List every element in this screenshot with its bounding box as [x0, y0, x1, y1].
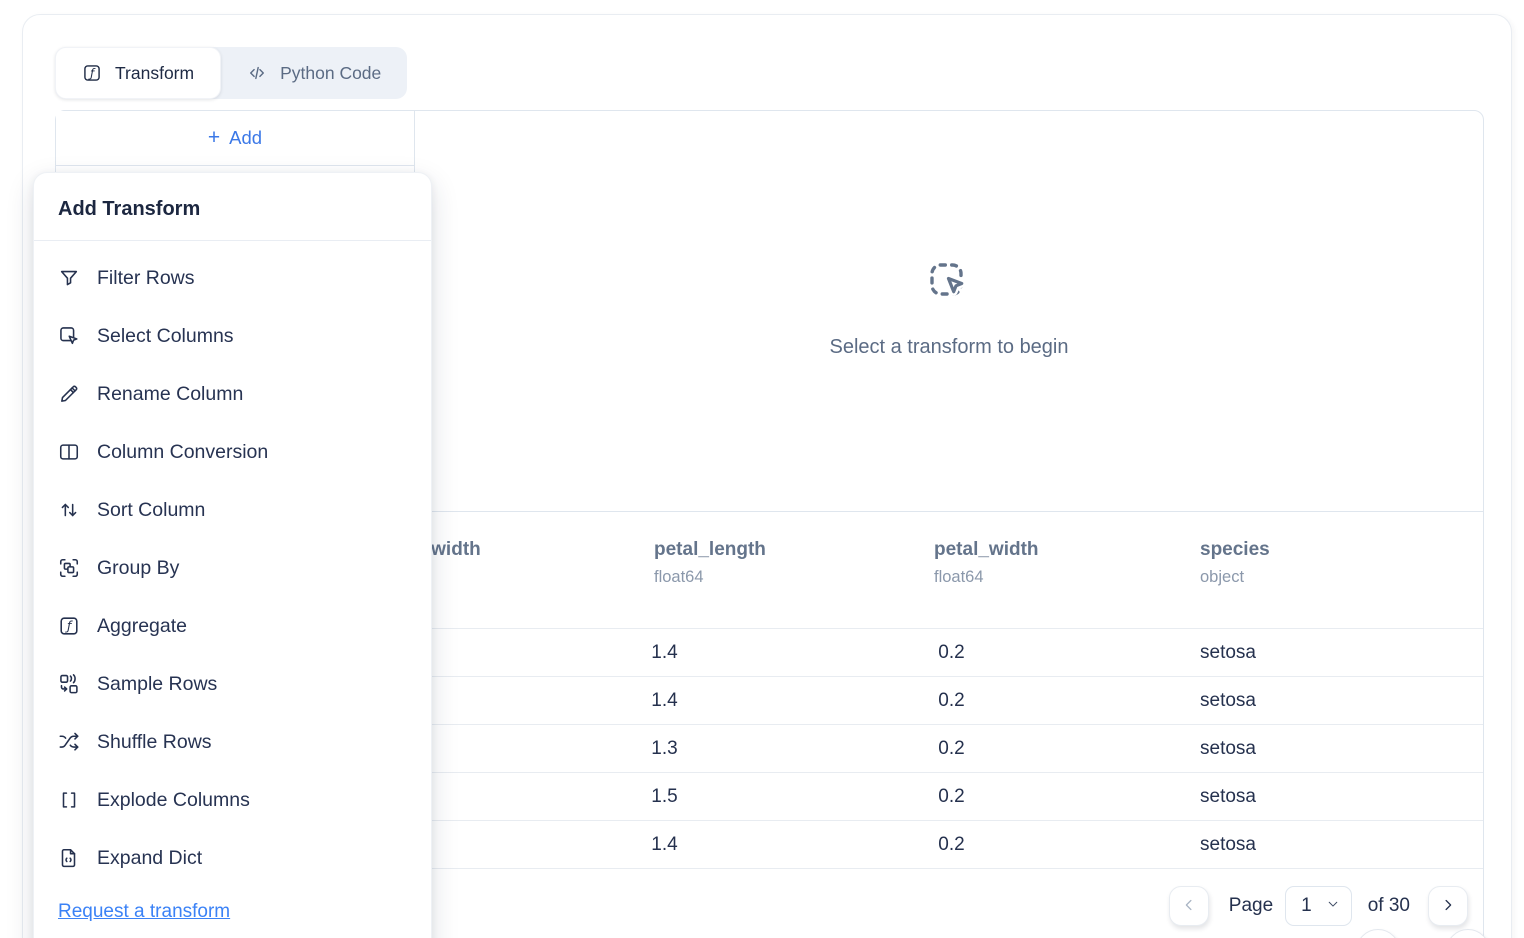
table-cell: 1.3	[651, 737, 678, 759]
aggregate-icon: ƒ	[58, 615, 80, 637]
menu-item-aggregate[interactable]: ƒ Aggregate	[34, 597, 431, 655]
table-row: 1.4 0.2 setosa	[56, 676, 1483, 724]
tab-python-code-label: Python Code	[280, 62, 382, 83]
expand-dict-icon	[58, 847, 80, 869]
menu-item-group-by[interactable]: Group By	[34, 539, 431, 597]
divider	[34, 240, 431, 241]
column-dtype: float64	[934, 568, 984, 586]
prev-page-button[interactable]	[1168, 886, 1209, 926]
menu-item-label: Sort Column	[97, 498, 206, 521]
column-dtype: object	[1200, 568, 1245, 586]
add-button-label: Add	[229, 127, 263, 148]
menu-item-label: Aggregate	[97, 614, 187, 637]
table-body: 1.4 0.2 setosa 1.4 0.2 setosa 1.3 0.2 setosa 1.5 0…	[56, 628, 1483, 869]
add-transform-popover: Add Transform Filter Rows Select Columns R…	[33, 172, 432, 938]
table-cell: setosa	[1200, 641, 1256, 663]
menu-item-label: Select Columns	[97, 324, 234, 347]
panel-top-section: + Add Select a transform to begin	[56, 111, 1483, 512]
column-dtype: float64	[654, 568, 704, 586]
filter-icon	[58, 267, 80, 289]
chevron-down-icon	[1326, 895, 1340, 917]
pagination: Page 1 of 30	[1168, 886, 1468, 926]
chevron-right-icon	[1439, 896, 1457, 917]
transform-menu: Filter Rows Select Columns Rename Column Co…	[34, 241, 431, 887]
table-row: 1.3 0.2 setosa	[56, 724, 1483, 772]
column-name: species	[1200, 539, 1270, 560]
popover-title: Add Transform	[58, 198, 201, 220]
table-cell: 0.2	[938, 689, 965, 711]
tab-python-code[interactable]: Python Code	[221, 47, 407, 99]
table-row: 1.4 0.2 setosa	[56, 628, 1483, 676]
transform-sidebar: + Add	[56, 111, 415, 511]
svg-text:ƒ: ƒ	[65, 619, 73, 633]
table-cell: setosa	[1200, 689, 1256, 711]
table-cell: setosa	[1200, 737, 1256, 759]
table-cell: 0.2	[938, 833, 965, 855]
current-page-value: 1	[1301, 895, 1312, 916]
menu-item-label: Sample Rows	[97, 672, 218, 695]
table-cell: 0.2	[938, 785, 965, 807]
chevron-left-icon	[1180, 896, 1198, 917]
menu-item-label: Filter Rows	[97, 266, 195, 289]
table-cell: 0.2	[938, 737, 965, 759]
menu-item-column-conversion[interactable]: Column Conversion	[34, 423, 431, 481]
sort-column-icon	[58, 499, 80, 521]
sample-rows-icon	[58, 673, 80, 695]
menu-item-shuffle-rows[interactable]: Shuffle Rows	[34, 713, 431, 771]
plus-icon: +	[207, 125, 221, 149]
menu-item-sort-column[interactable]: Sort Column	[34, 481, 431, 539]
function-icon: ƒ	[82, 63, 102, 83]
select-columns-icon	[58, 325, 80, 347]
empty-state: Select a transform to begin	[415, 111, 1483, 511]
cursor-select-icon	[925, 258, 973, 312]
table-cell: 1.4	[651, 641, 678, 663]
table-row: 1.5 0.2 setosa	[56, 772, 1483, 820]
column-header-petal_width: petal_width float64	[808, 539, 1095, 628]
menu-item-expand-dict[interactable]: Expand Dict	[34, 829, 431, 887]
column-name: petal_length	[654, 539, 766, 560]
table-cell: setosa	[1200, 785, 1256, 807]
tab-transform[interactable]: ƒ Transform	[55, 47, 222, 99]
explode-columns-icon	[58, 789, 80, 811]
request-transform-link[interactable]: Request a transform	[58, 901, 231, 922]
menu-item-filter-rows[interactable]: Filter Rows	[34, 249, 431, 307]
page-total-label: of 30	[1367, 895, 1410, 916]
menu-item-select-columns[interactable]: Select Columns	[34, 307, 431, 365]
menu-item-sample-rows[interactable]: Sample Rows	[34, 655, 431, 713]
table-cell: 1.4	[651, 833, 678, 855]
shuffle-rows-icon	[58, 731, 80, 753]
svg-text:ƒ: ƒ	[88, 66, 96, 80]
table-cell: 1.5	[651, 785, 678, 807]
menu-item-rename-column[interactable]: Rename Column	[34, 365, 431, 423]
page-number-select[interactable]: 1	[1285, 886, 1352, 926]
group-by-icon	[58, 557, 80, 579]
menu-item-label: Column Conversion	[97, 440, 269, 463]
column-name: petal_width	[934, 539, 1039, 560]
table-cell: setosa	[1200, 833, 1256, 855]
menu-item-label: Group By	[97, 556, 180, 579]
tab-transform-label: Transform	[115, 62, 195, 83]
page-label: Page	[1228, 895, 1274, 916]
add-transform-button[interactable]: + Add	[56, 111, 414, 166]
column-conversion-icon	[58, 441, 80, 463]
next-page-button[interactable]	[1428, 886, 1468, 926]
code-icon	[247, 63, 267, 83]
table-cell: 1.4	[651, 689, 678, 711]
menu-item-label: Rename Column	[97, 382, 244, 405]
menu-item-label: Explode Columns	[97, 788, 250, 811]
view-tab-group: ƒ Transform Python Code	[55, 47, 408, 99]
menu-item-label: Shuffle Rows	[97, 730, 212, 753]
empty-state-message: Select a transform to begin	[829, 335, 1069, 358]
table-cell: 0.2	[938, 641, 965, 663]
rename-column-icon	[58, 383, 80, 405]
menu-item-label: Expand Dict	[97, 846, 203, 869]
column-header-petal_length: petal_length float64	[521, 539, 808, 628]
menu-item-explode-columns[interactable]: Explode Columns	[34, 771, 431, 829]
column-header-species: species object	[1095, 539, 1483, 628]
table-row: 1.4 0.2 setosa	[56, 820, 1483, 868]
